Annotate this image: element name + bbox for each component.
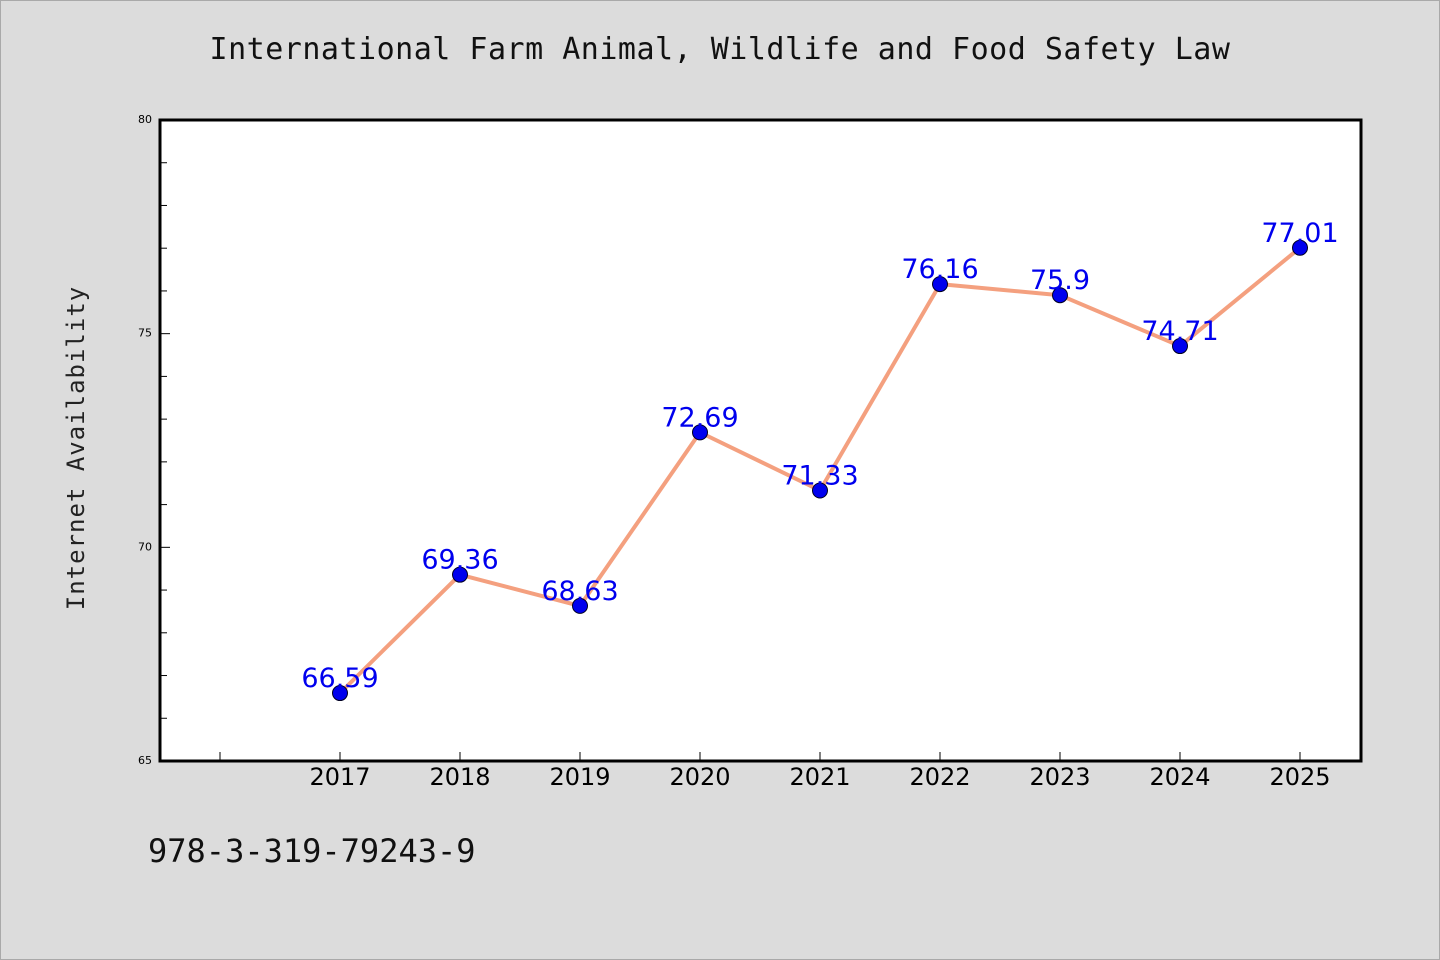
x-tick-label: 2020 — [669, 763, 730, 791]
x-tick-label: 2025 — [1269, 763, 1330, 791]
data-point — [932, 276, 948, 293]
y-tick-label: 75 — [138, 327, 152, 340]
data-point — [332, 685, 348, 702]
data-label: 75.9 — [1030, 265, 1090, 296]
x-tick-label: 2017 — [309, 763, 370, 791]
data-label: 76.16 — [901, 254, 978, 285]
data-label: 72.69 — [661, 402, 738, 433]
y-tick-label: 70 — [138, 540, 152, 553]
x-tick-label: 2019 — [549, 763, 610, 791]
footer-code: 978-3-319-79243-9 — [148, 832, 476, 870]
data-label: 66.59 — [301, 663, 378, 694]
y-tick-label: 80 — [138, 113, 152, 126]
data-point — [452, 566, 468, 583]
x-tick-label: 2021 — [789, 763, 850, 791]
chart-title: International Farm Animal, Wildlife and … — [209, 32, 1231, 67]
data-label: 71.33 — [781, 460, 858, 491]
data-point — [1052, 287, 1068, 304]
data-label: 77.01 — [1261, 218, 1338, 249]
data-label: 69.36 — [421, 545, 498, 576]
plot-area — [160, 120, 1361, 761]
data-point — [1292, 239, 1308, 256]
data-point — [1172, 338, 1188, 355]
data-point — [812, 482, 828, 499]
data-point — [692, 424, 708, 441]
data-point — [572, 597, 588, 614]
plot-border — [158, 118, 1363, 763]
x-tick-label: 2023 — [1029, 763, 1090, 791]
data-label: 74.71 — [1141, 316, 1218, 347]
x-tick-label: 2022 — [909, 763, 970, 791]
y-tick-label: 65 — [138, 754, 152, 767]
x-tick-label: 2018 — [429, 763, 490, 791]
x-tick-label: 2024 — [1149, 763, 1210, 791]
data-label: 68.63 — [541, 576, 618, 607]
